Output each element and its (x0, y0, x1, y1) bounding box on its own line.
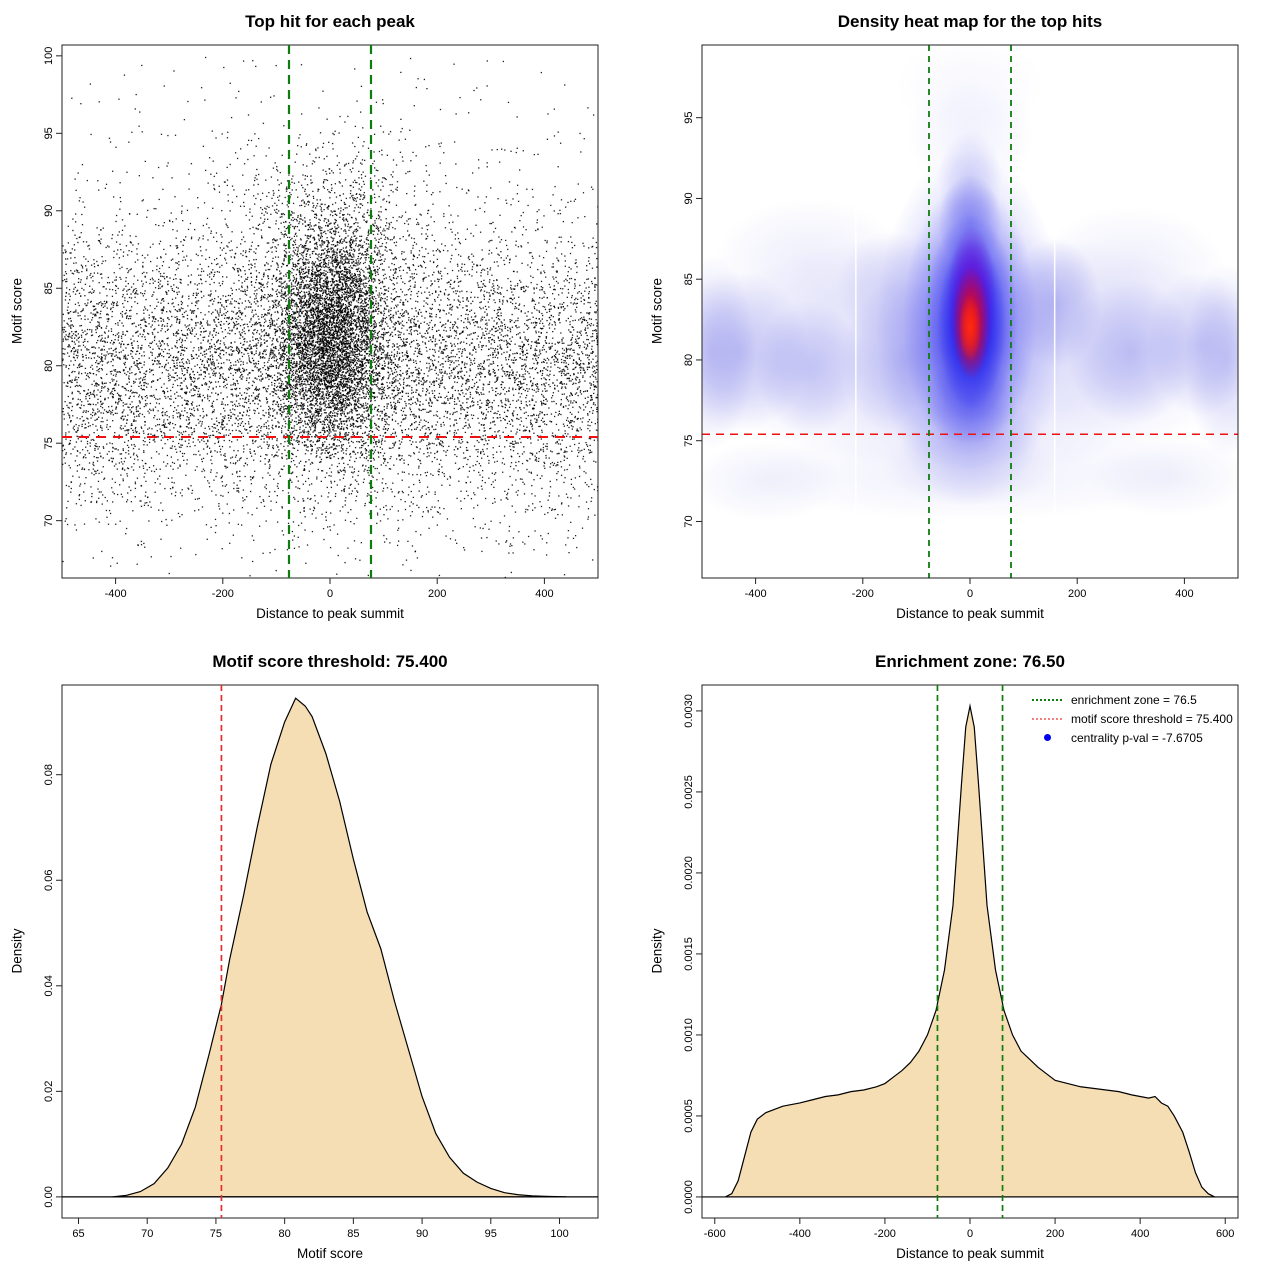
y-axis-label: Motif score (9, 277, 25, 345)
panel-distance-density: Enrichment zone: 76.50 Distance to peak … (640, 640, 1280, 1280)
legend-item-motif-threshold: motif score threshold = 75.400 (1032, 709, 1233, 728)
x-axis-label: Distance to peak summit (256, 606, 404, 621)
red-dotted-line-icon (1032, 717, 1062, 720)
x-axis-label: Motif score (296, 1246, 364, 1261)
green-dotted-line-icon (1032, 698, 1062, 701)
y-axis-label: Motif score (649, 277, 665, 345)
y-axis-label: Density (9, 928, 25, 974)
scatter-plot-canvas (0, 0, 640, 640)
distance-density-canvas (640, 640, 1280, 1280)
legend-item-centrality-pval: centrality p-val = -7.6705 (1032, 728, 1233, 747)
motif-density-canvas (0, 640, 640, 1280)
y-axis-label: Density (649, 928, 665, 974)
panel-heatmap: Density heat map for the top hits Distan… (640, 0, 1280, 640)
x-axis-label: Distance to peak summit (896, 606, 1044, 621)
legend-label: enrichment zone = 76.5 (1071, 692, 1197, 707)
panel-motif-density: Motif score threshold: 75.400 Motif scor… (0, 640, 640, 1280)
blue-dot-icon (1032, 734, 1062, 741)
legend-item-enrichment-zone: enrichment zone = 76.5 (1032, 690, 1233, 709)
panel-scatter: Top hit for each peak Distance to peak s… (0, 0, 640, 640)
legend: enrichment zone = 76.5 motif score thres… (1032, 690, 1233, 747)
legend-label: motif score threshold = 75.400 (1071, 711, 1233, 726)
x-axis-label: Distance to peak summit (896, 1246, 1044, 1261)
legend-label: centrality p-val = -7.6705 (1071, 730, 1203, 745)
heatmap-canvas (640, 0, 1280, 640)
